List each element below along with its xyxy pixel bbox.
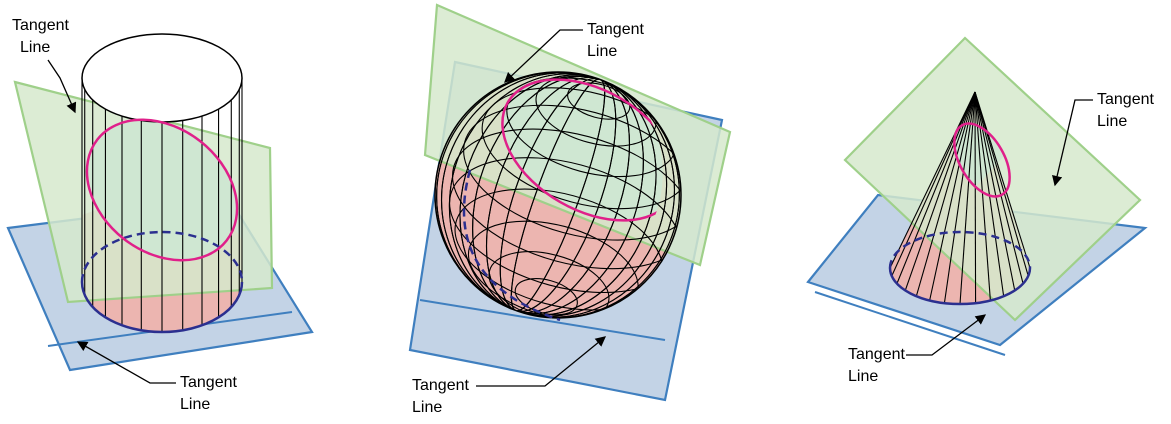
wire-line — [974, 91, 1031, 269]
tangent-ellipse — [953, 122, 1011, 198]
wire-line — [481, 87, 681, 210]
label: Tangent — [412, 377, 469, 394]
label: Tangent — [1097, 91, 1154, 108]
tangent-circle — [462, 169, 561, 322]
plane-edge — [419, 299, 666, 341]
leader — [76, 341, 176, 384]
wire-line — [974, 91, 977, 304]
wire-line — [915, 91, 976, 297]
wire-line — [451, 128, 681, 270]
plane-edge — [814, 291, 1006, 356]
label: Tangent — [848, 346, 905, 363]
wire-line — [929, 91, 976, 301]
label: Line — [848, 368, 878, 385]
cone-figure — [806, 36, 1148, 356]
leader — [1052, 99, 1093, 187]
wire-line — [567, 82, 631, 120]
wire-line — [959, 91, 976, 305]
cylinder-top — [81, 33, 243, 123]
label: Tangent — [587, 21, 644, 38]
label: Line — [412, 399, 442, 416]
leader — [47, 59, 77, 114]
wire-line — [974, 91, 1029, 277]
sphere-outline — [434, 71, 682, 319]
base-edge — [888, 267, 1032, 306]
label: Tangent — [12, 17, 69, 34]
wire-line — [974, 91, 1016, 291]
cylinder-figure — [6, 33, 314, 372]
wire-line — [889, 91, 976, 269]
leader — [504, 29, 583, 83]
plane — [13, 80, 274, 304]
sphere-figure — [408, 3, 732, 402]
base-edge — [80, 230, 244, 283]
label: Line — [1097, 113, 1127, 130]
tangent-ellipse — [85, 118, 239, 262]
wire-line — [943, 91, 976, 304]
base-edge — [80, 281, 244, 334]
wire-line — [974, 91, 1024, 284]
leader — [906, 314, 987, 356]
base-edge — [888, 230, 1032, 269]
label: Line — [587, 43, 617, 60]
label: Line — [180, 396, 210, 413]
label: Line — [20, 39, 50, 56]
label: Tangent — [180, 374, 237, 391]
leader — [476, 336, 607, 387]
wire-line — [896, 91, 976, 284]
